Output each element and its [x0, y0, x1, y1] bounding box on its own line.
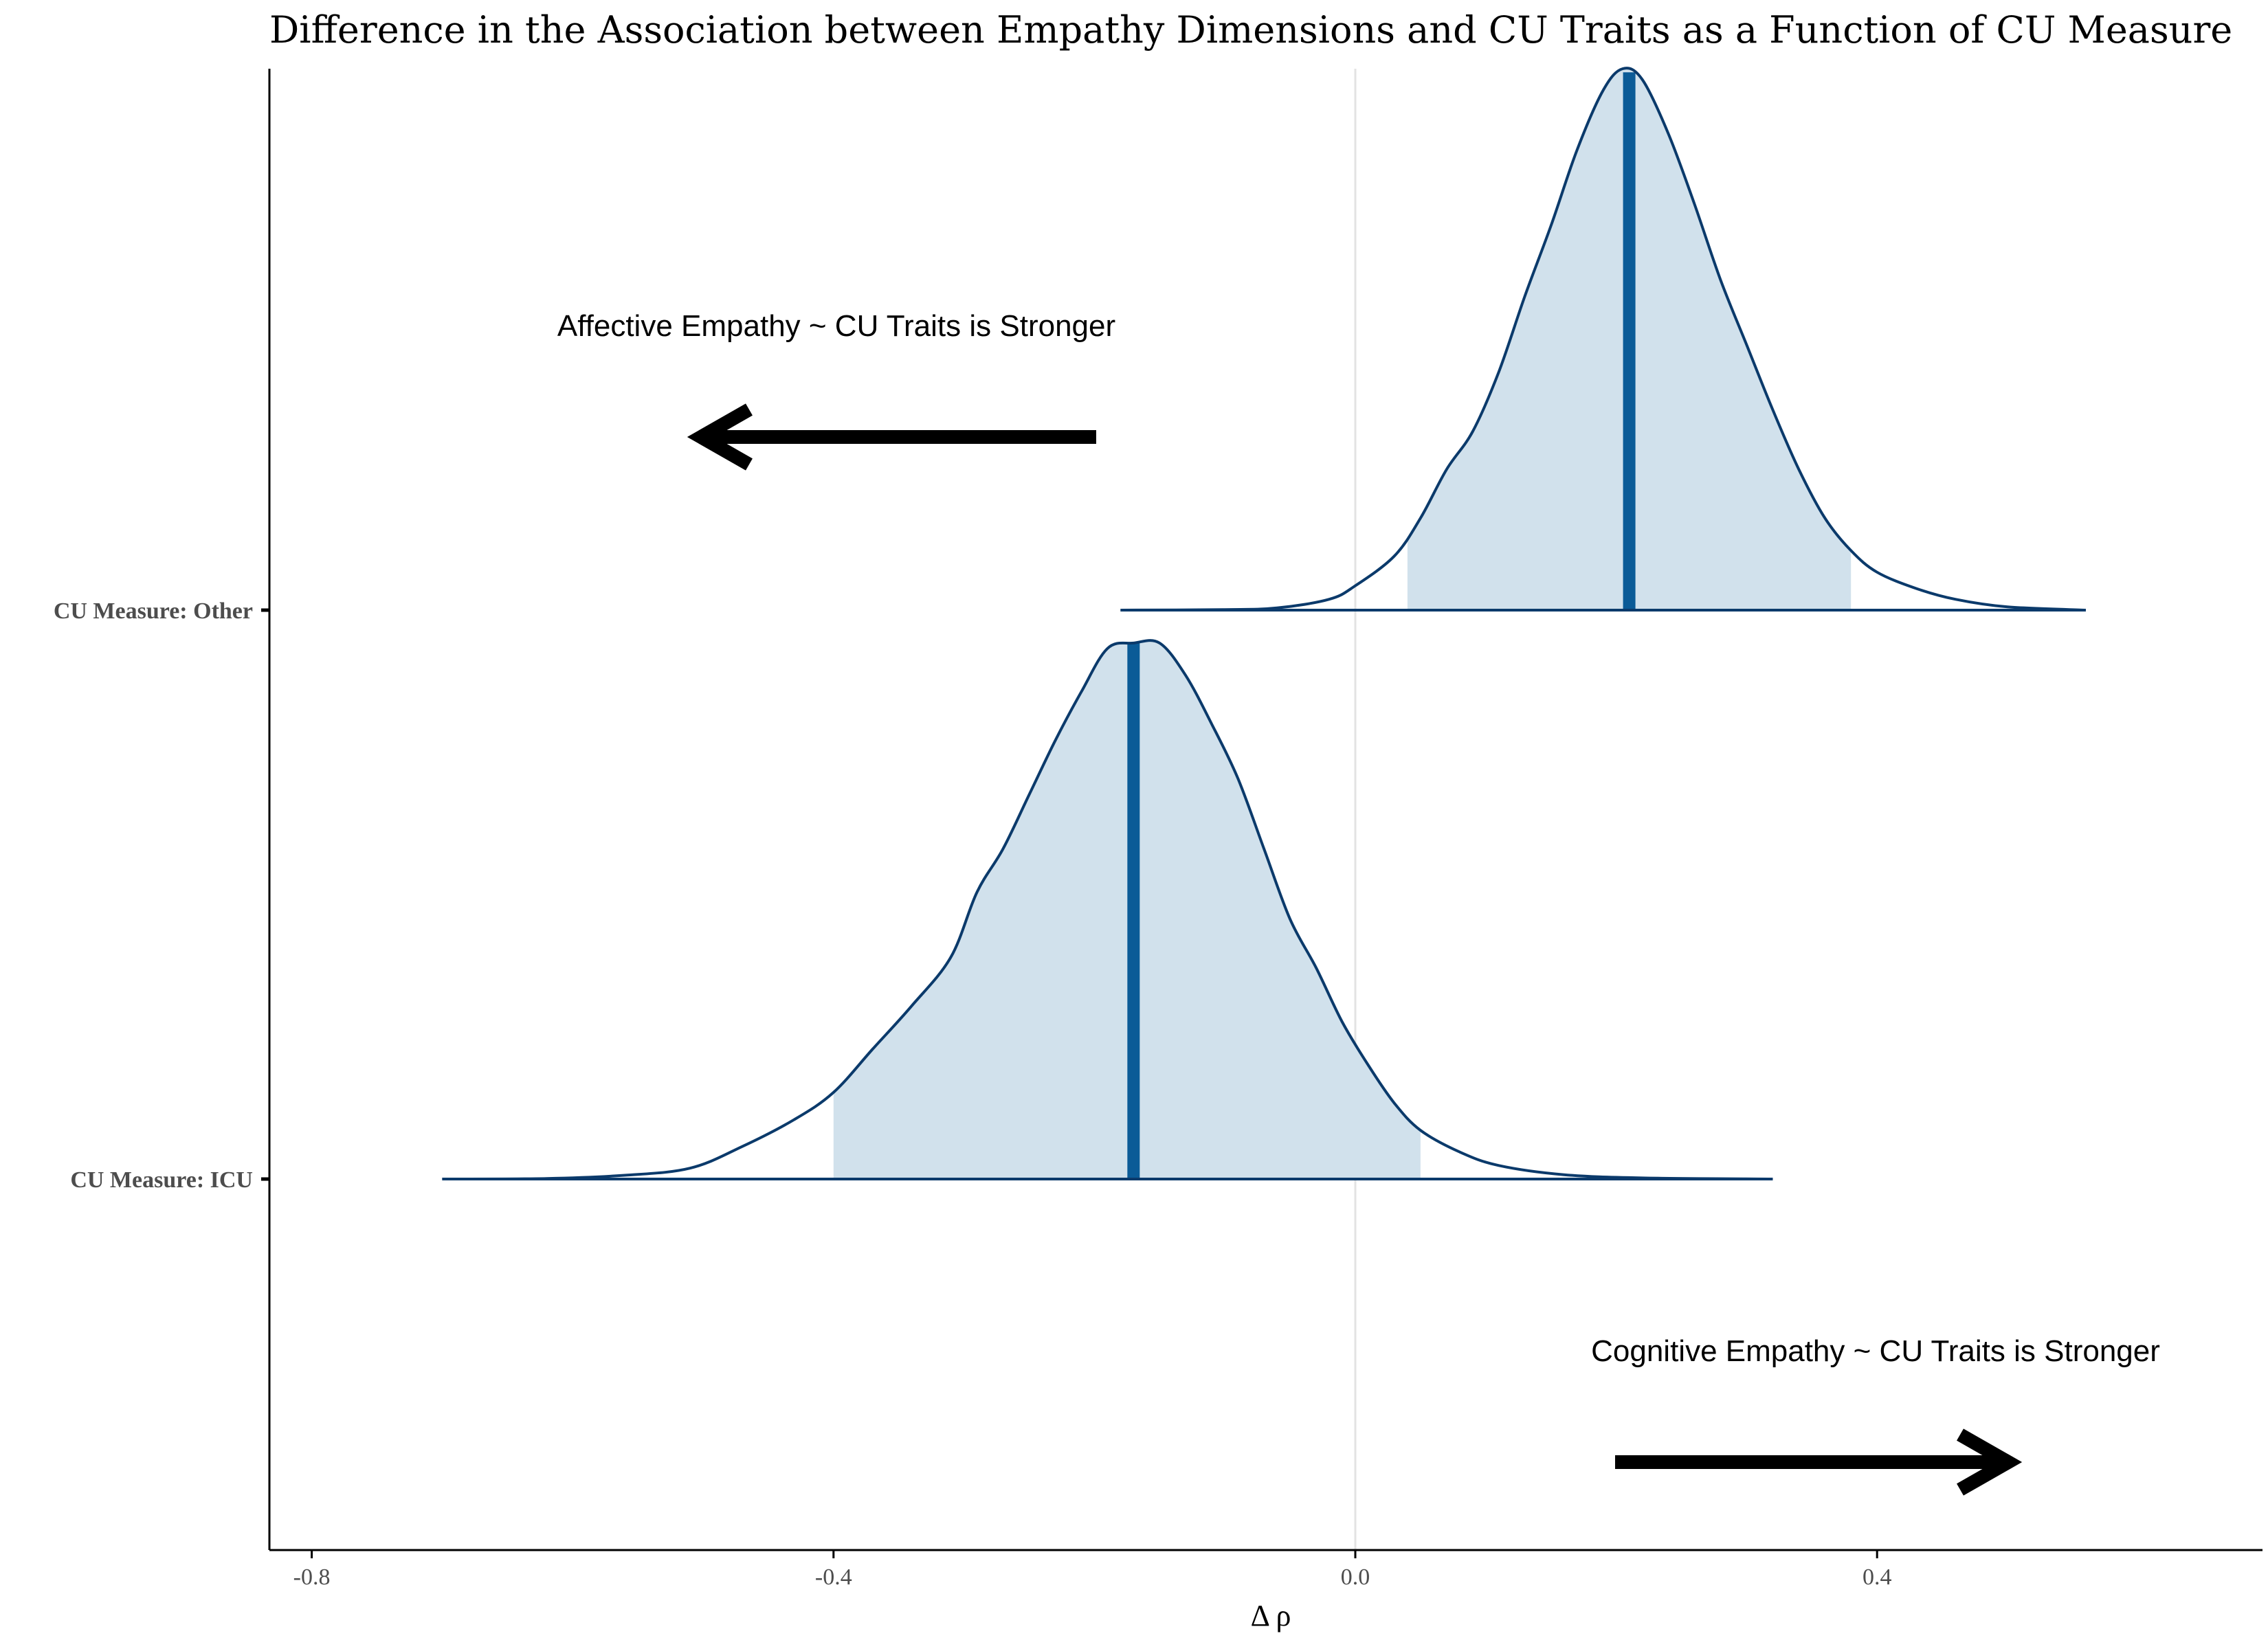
x-tick-label: -0.4: [815, 1564, 852, 1590]
plot-area: [442, 67, 2086, 1550]
y-tick-label: CU Measure: ICU: [70, 1167, 253, 1193]
chart-title: Difference in the Association between Em…: [269, 8, 2232, 52]
arrow-head: [687, 403, 753, 471]
x-tick-label: 0.0: [1341, 1564, 1370, 1590]
annotations: Affective Empathy ~ CU Traits is Stronge…: [557, 309, 2160, 1496]
interval-area: [833, 640, 1421, 1179]
x-tick-label: -0.8: [293, 1564, 331, 1590]
density-curve: [442, 639, 1773, 1180]
x-tick-label: 0.4: [1863, 1564, 1892, 1590]
arrow-head: [1957, 1428, 2023, 1496]
annotation-text: Cognitive Empathy ~ CU Traits is Stronge…: [1591, 1334, 2160, 1368]
y-axis-ticks: CU Measure: Other CU Measure: ICU: [54, 598, 269, 1193]
annotation-left: Affective Empathy ~ CU Traits is Stronge…: [557, 309, 1115, 471]
annotation-right: Cognitive Empathy ~ CU Traits is Stronge…: [1591, 1334, 2160, 1496]
density-curve: [1120, 67, 2086, 612]
y-tick-label: CU Measure: Other: [54, 598, 253, 624]
x-axis-ticks: -0.8 -0.4 0.0 0.4: [293, 1550, 1892, 1590]
density-series-cu-measure-icu: [442, 639, 1773, 1180]
annotation-text: Affective Empathy ~ CU Traits is Stronge…: [557, 309, 1115, 343]
density-series-cu-measure-other: [1120, 67, 2086, 612]
x-axis-label: Δ ρ: [1251, 1599, 1291, 1633]
